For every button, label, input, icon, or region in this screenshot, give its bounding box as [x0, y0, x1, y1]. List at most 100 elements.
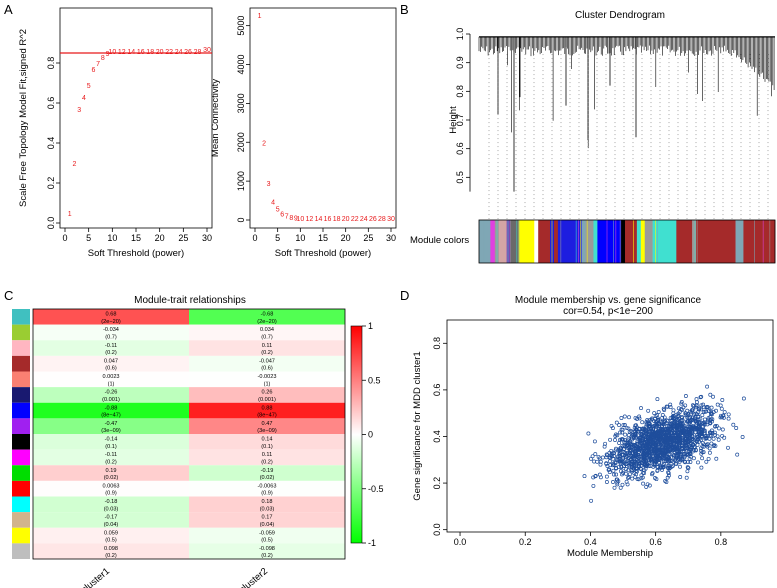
membership-point	[639, 463, 643, 468]
membership-point	[633, 450, 638, 454]
heatmap-cell	[33, 512, 189, 528]
heatmap-cell	[189, 543, 345, 559]
membership-point	[624, 425, 629, 430]
module-swatch	[12, 418, 30, 434]
membership-point	[698, 416, 703, 421]
heatmap-p-label: (0.1)	[105, 444, 117, 450]
module-color-segment	[553, 220, 559, 263]
heatmap-cell	[33, 340, 189, 356]
membership-point	[676, 436, 681, 441]
heatmap-col-cluster2: cluster2	[237, 566, 270, 588]
membership-point	[668, 415, 673, 420]
scale-free-point: 3	[77, 107, 81, 114]
x-tick-label: 0.2	[519, 537, 532, 547]
dendrogram-ylabel: Height	[448, 106, 459, 134]
membership-point	[671, 413, 676, 418]
membership-point	[616, 464, 621, 469]
heatmap-p-label: (0.2)	[105, 459, 117, 465]
scale-free-point: 30	[203, 47, 211, 54]
scale-free-point: 5	[87, 83, 91, 90]
heatmap-p-label: (0.03)	[260, 506, 275, 512]
membership-point	[699, 448, 704, 453]
membership-point	[664, 436, 669, 441]
membership-point	[699, 434, 704, 439]
y-tick-label: 0.7	[455, 114, 465, 127]
module-swatch	[12, 402, 30, 419]
y-tick-label: 0.4	[46, 137, 56, 150]
membership-point	[643, 461, 647, 466]
membership-point	[649, 429, 654, 433]
scale-free-point: 24	[175, 49, 183, 56]
membership-point	[680, 433, 685, 438]
membership-point	[678, 430, 683, 435]
membership-point	[636, 477, 641, 482]
heatmap-corr-label: -0.26	[105, 390, 118, 396]
heatmap-corr-label: 0.0063	[102, 483, 119, 489]
membership-point	[692, 444, 697, 449]
membership-point	[634, 446, 639, 451]
module-color-segment	[735, 220, 744, 263]
membership-point	[708, 418, 713, 423]
membership-point	[626, 426, 631, 431]
membership-point	[612, 451, 617, 455]
membership-point	[680, 458, 685, 463]
heatmap-p-label: (8e−47)	[101, 413, 121, 419]
module-color-segment	[581, 220, 586, 263]
membership-point	[687, 420, 692, 425]
y-tick-label: 0.6	[455, 142, 465, 155]
x-tick-label: 5	[275, 233, 280, 243]
x-tick-label: 10	[295, 233, 305, 243]
membership-point	[648, 453, 653, 458]
membership-point	[680, 446, 685, 451]
y-tick-label: 4000	[236, 55, 246, 75]
heatmap-p-label: (0.7)	[105, 334, 117, 340]
membership-point	[701, 427, 706, 432]
membership-point	[617, 441, 622, 445]
membership-point	[740, 435, 745, 439]
module-swatch	[12, 480, 30, 497]
heatmap-cell	[33, 496, 189, 513]
membership-point	[654, 422, 659, 426]
membership-point	[664, 418, 669, 423]
membership-point	[685, 408, 690, 413]
membership-point	[667, 463, 672, 468]
membership-point	[704, 436, 709, 441]
membership-point	[698, 395, 703, 400]
heatmap-cell	[189, 418, 345, 434]
heatmap-cell	[189, 465, 345, 481]
module-swatch	[12, 324, 30, 341]
heatmap-corr-label: -0.0023	[258, 374, 277, 380]
module-color-segment	[479, 220, 492, 263]
heatmap-corr-label: -0.059	[259, 530, 275, 536]
module-color-stripe	[578, 220, 579, 263]
membership-point	[604, 474, 609, 479]
membership-ylabel: Gene significance for MDD cluster1	[412, 351, 423, 500]
membership-point	[617, 448, 622, 453]
module-swatch	[12, 449, 30, 466]
dendrogram-chart: Cluster Dendrogram 0.5 0.6 0.7 0.8 0.9 1.0 He…	[410, 10, 776, 264]
membership-point	[669, 458, 674, 463]
membership-point	[593, 452, 598, 457]
membership-point	[645, 482, 650, 487]
heatmap-cell	[33, 418, 189, 434]
module-color-stripe	[490, 220, 491, 263]
membership-point	[677, 426, 681, 431]
membership-point	[700, 444, 705, 449]
membership-point	[656, 410, 661, 414]
membership-point	[669, 430, 674, 435]
membership-point	[648, 417, 653, 422]
membership-point	[668, 442, 672, 447]
heatmap-cell	[33, 527, 189, 544]
membership-point	[627, 472, 632, 477]
membership-point	[612, 472, 616, 477]
membership-point	[600, 455, 605, 460]
membership-point	[666, 436, 671, 441]
connectivity-point: 18	[333, 216, 341, 223]
membership-point	[667, 449, 672, 454]
heatmap-corr-label: 0.19	[106, 468, 117, 474]
module-swatch	[12, 387, 30, 403]
membership-point	[619, 416, 624, 420]
membership-point	[615, 457, 619, 462]
membership-point	[595, 459, 600, 464]
x-tick-label: 0.0	[454, 537, 467, 547]
